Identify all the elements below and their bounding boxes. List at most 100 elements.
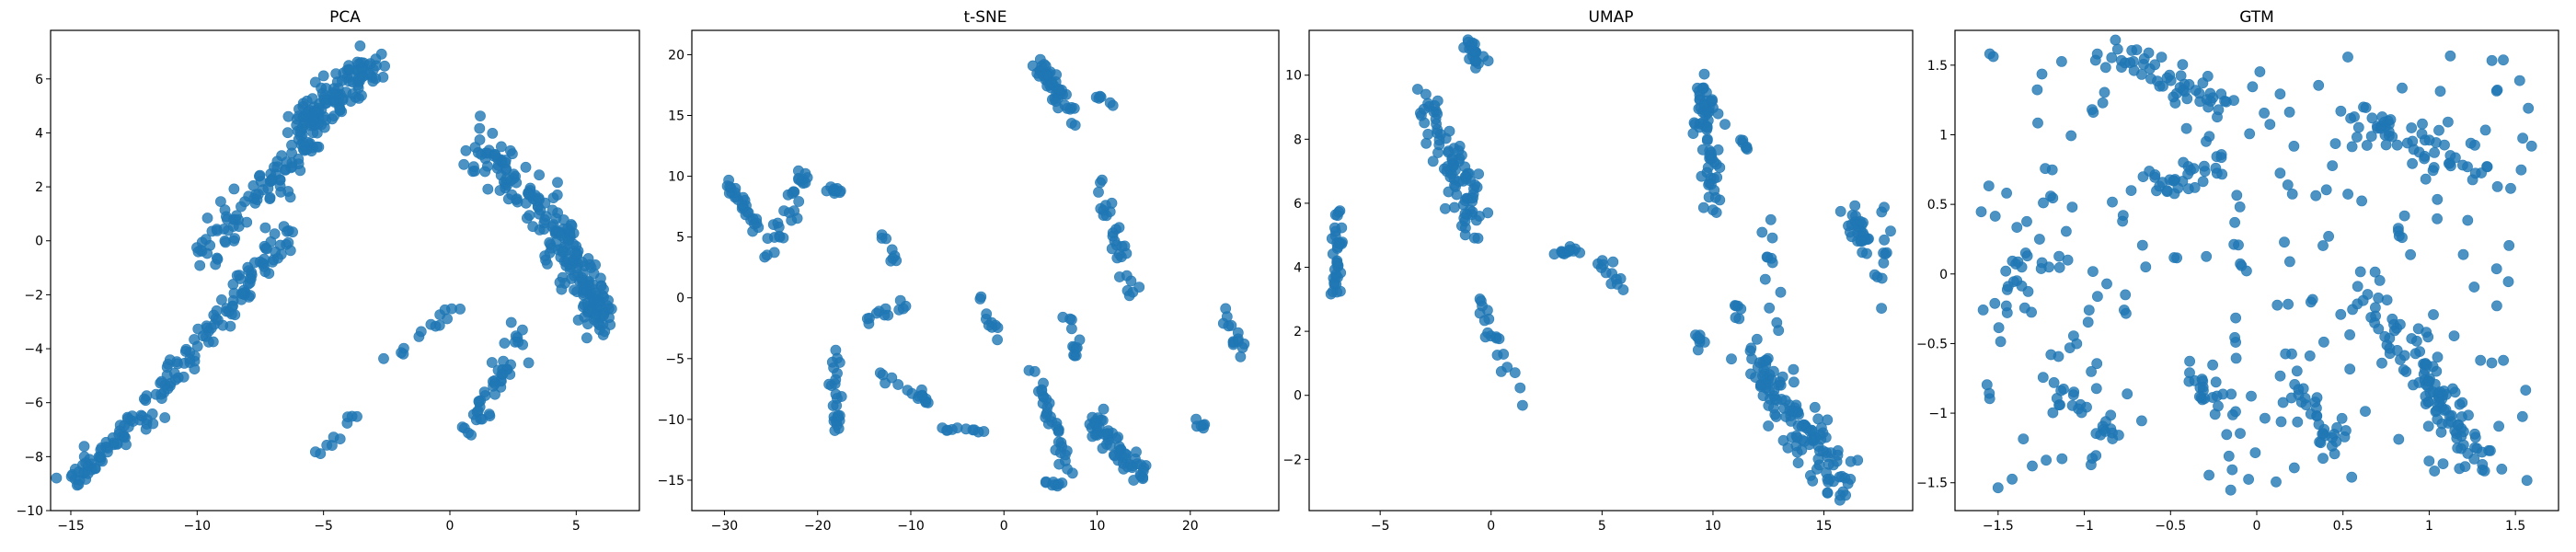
scatter-point xyxy=(1517,399,1528,411)
scatter-point xyxy=(317,70,329,82)
scatter-point xyxy=(469,165,480,177)
scatter-point xyxy=(2235,258,2246,270)
scatter-point xyxy=(1440,202,1451,214)
scatter-point xyxy=(2285,392,2297,404)
scatter-point xyxy=(2288,140,2300,152)
scatter-point xyxy=(1446,153,1458,165)
scatter-point xyxy=(1782,442,1794,454)
scatter-point xyxy=(1983,180,1995,191)
x-tick-label: 0 xyxy=(446,519,454,534)
scatter-point xyxy=(2521,475,2533,487)
scatter-point xyxy=(916,390,928,402)
scatter-point xyxy=(282,127,293,139)
scatter-point xyxy=(2066,201,2078,213)
scatter-point xyxy=(2055,56,2067,67)
scatter-point xyxy=(2036,68,2048,80)
scatter-point xyxy=(1041,401,1053,413)
y-tick-label: 1 xyxy=(1939,128,1948,143)
x-tick-label: −5 xyxy=(1371,519,1390,534)
scatter-point xyxy=(351,410,362,422)
scatter-point xyxy=(1098,403,1110,415)
scatter-point xyxy=(482,183,494,195)
scatter-point xyxy=(560,259,572,271)
scatter-point xyxy=(2048,376,2060,388)
scatter-point xyxy=(2376,357,2387,369)
scatter-point xyxy=(2391,139,2403,151)
scatter-point xyxy=(2453,419,2465,431)
scatter-point xyxy=(316,82,327,94)
scatter-point xyxy=(227,279,239,290)
scatter-point xyxy=(505,316,517,328)
scatter-point xyxy=(793,172,804,184)
scatter-point xyxy=(1774,376,1786,388)
scatter-point xyxy=(1329,222,1340,234)
scatter-point xyxy=(2432,213,2443,224)
scatter-point xyxy=(1845,455,1857,467)
scatter-point xyxy=(2204,96,2216,107)
scatter-point xyxy=(1702,162,1714,173)
scatter-point xyxy=(2193,391,2205,402)
scatter-point xyxy=(2379,129,2391,141)
panel-2: UMAP −5 0 5 10 15 −2 0 2 4 6 8 10 xyxy=(1282,8,1914,534)
scatter-point xyxy=(534,169,545,181)
scatter-point xyxy=(113,429,125,440)
y-tick-label: 2 xyxy=(35,180,43,195)
scatter-point xyxy=(259,242,271,254)
scatter-point xyxy=(2416,128,2428,140)
scatter-point xyxy=(1472,233,1484,244)
scatter-point xyxy=(1730,312,1742,324)
scatter-point xyxy=(2305,296,2317,308)
scatter-point xyxy=(100,436,112,448)
scatter-point xyxy=(1756,226,1768,238)
scatter-point xyxy=(1099,200,1111,212)
scatter-point xyxy=(1331,257,1343,269)
scatter-point xyxy=(769,232,780,243)
scatter-point xyxy=(2317,240,2329,251)
plot-frame xyxy=(1308,29,1914,512)
scatter-point xyxy=(413,330,425,342)
scatter-point xyxy=(2475,354,2487,366)
scatter-point xyxy=(566,220,578,232)
scatter-point xyxy=(2336,412,2348,424)
scatter-point xyxy=(551,189,563,201)
scatter-point xyxy=(2082,316,2094,328)
scatter-point xyxy=(2112,430,2124,441)
scatter-point xyxy=(1051,69,1062,81)
scatter-point xyxy=(2174,82,2186,93)
scatter-point xyxy=(922,397,934,408)
scatter-point xyxy=(2339,431,2351,443)
plot-frame xyxy=(50,29,640,512)
scatter-point xyxy=(986,321,998,333)
scatter-point xyxy=(2099,86,2110,98)
scatter-point xyxy=(1069,120,1081,131)
scatter-point xyxy=(2254,66,2266,77)
y-tick-label: −4 xyxy=(24,342,43,357)
scatter-point xyxy=(147,418,159,430)
scatter-point xyxy=(2439,139,2450,151)
scatter-point xyxy=(1791,431,1803,443)
scatter-point xyxy=(1840,489,1851,501)
scatter-point xyxy=(1989,211,2001,222)
panel-0: PCA −15 −10 −5 0 5 −10 −8 −6 −4 −2 0 2 4 6 xyxy=(16,8,640,534)
scatter-point xyxy=(1861,247,1872,259)
scatter-point xyxy=(2274,88,2286,100)
scatter-point xyxy=(2051,393,2063,404)
scatter-point xyxy=(2420,173,2432,185)
scatter-point xyxy=(330,68,342,79)
scatter-point xyxy=(1771,316,1783,328)
scatter-point xyxy=(180,343,192,355)
scatter-point xyxy=(2016,261,2028,273)
scatter-point xyxy=(2421,359,2432,371)
scatter-point xyxy=(442,313,453,325)
scatter-point xyxy=(2352,121,2364,133)
scatter-point xyxy=(831,399,843,411)
scatter-point xyxy=(1095,91,1107,103)
scatter-point xyxy=(2149,169,2161,180)
scatter-point xyxy=(1109,450,1121,462)
scatter-point xyxy=(458,158,470,170)
scatter-point xyxy=(1439,163,1450,175)
scatter-point xyxy=(2292,416,2304,428)
scatter-point xyxy=(1842,477,1854,489)
scatter-point xyxy=(2221,429,2233,441)
scatter-point xyxy=(2000,265,2012,277)
